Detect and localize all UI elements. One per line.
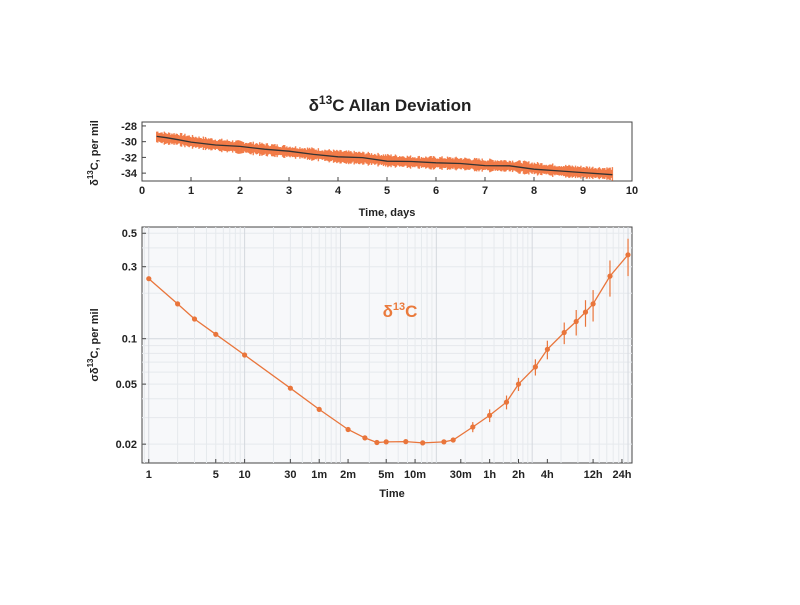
data-point bbox=[191, 316, 198, 322]
series-label-rest: C bbox=[405, 302, 417, 321]
top-x-axis-label: Time, days bbox=[359, 207, 416, 219]
data-point bbox=[213, 331, 219, 337]
data-point bbox=[487, 412, 493, 418]
x-tick-label: 10m bbox=[404, 469, 426, 481]
data-point bbox=[420, 440, 426, 446]
bottom-y-axis-label: σδ13C, per mil bbox=[86, 308, 101, 381]
trend-line bbox=[156, 135, 613, 176]
x-tick-label: 6 bbox=[433, 185, 439, 197]
x-tick-label: 24h bbox=[612, 469, 631, 481]
data-point bbox=[383, 439, 389, 445]
x-tick-label: 4h bbox=[541, 469, 554, 481]
x-tick-label: 5 bbox=[384, 185, 390, 197]
data-point bbox=[590, 301, 596, 307]
data-point bbox=[146, 276, 152, 282]
x-tick-label: 1 bbox=[188, 185, 194, 197]
data-point bbox=[362, 435, 368, 441]
bottom-y-ticks: 0.5 0.3 0.1 0.05 0.02 bbox=[116, 228, 146, 451]
data-point bbox=[345, 426, 351, 433]
title-sup: 13 bbox=[319, 93, 333, 107]
y-tick-label: 0.1 bbox=[122, 334, 137, 346]
series-label-sup: 13 bbox=[393, 301, 405, 313]
y-tick-label: 0.3 bbox=[122, 262, 137, 274]
x-tick-label: 4 bbox=[335, 185, 342, 197]
top-y-axis-label: δ13C, per mil bbox=[86, 120, 101, 186]
series-label: δ13C bbox=[383, 301, 418, 321]
bottom-x-axis-label: Time bbox=[379, 488, 404, 500]
top-y-ticks: -28 -30 -32 -34 bbox=[121, 121, 146, 180]
data-point bbox=[561, 329, 567, 336]
y-tick-label: 0.05 bbox=[116, 379, 137, 391]
bottom-x-ticks: 1 5 10 30 1m 2m 5m 10m 30m 1h 2h 4h 12h 24h bbox=[146, 459, 632, 481]
bottom-grid bbox=[142, 227, 632, 463]
data-point bbox=[532, 364, 539, 370]
bottom-chart: 1 5 10 30 1m 2m 5m 10m 30m 1h 2h 4h 12h 24h 0.5 0.3 0.1… bbox=[86, 226, 633, 500]
data-point bbox=[242, 352, 248, 358]
y-tick-label: -34 bbox=[121, 168, 138, 180]
y-tick-label: -30 bbox=[121, 137, 137, 149]
x-tick-label: 2h bbox=[512, 469, 525, 481]
x-tick-label: 0 bbox=[139, 185, 145, 197]
x-tick-label: 5 bbox=[213, 469, 219, 481]
data-point bbox=[316, 406, 322, 412]
y-tick-label: 0.5 bbox=[122, 228, 137, 240]
x-tick-label: 1 bbox=[146, 469, 152, 481]
top-chart: δ13C Allan Deviation 0 1 2 3 4 5 6 7 8 9 10 -28-30… bbox=[86, 93, 638, 219]
x-tick-label: 30m bbox=[450, 469, 472, 481]
data-point bbox=[374, 439, 380, 446]
data-point bbox=[515, 381, 522, 387]
x-tick-label: 30 bbox=[284, 469, 296, 481]
data-point bbox=[607, 273, 613, 279]
data-point bbox=[287, 385, 293, 391]
x-tick-label: 8 bbox=[531, 185, 537, 197]
top-chart-title: δ13C Allan Deviation bbox=[309, 93, 472, 115]
y-tick-label: 0.02 bbox=[116, 439, 137, 451]
x-tick-label: 2 bbox=[237, 185, 243, 197]
data-point bbox=[175, 301, 181, 307]
y-tick-label: -32 bbox=[121, 152, 137, 164]
top-ylabel-sup: 13 bbox=[86, 170, 95, 179]
x-tick-label: 10 bbox=[238, 469, 250, 481]
top-x-ticks: 0 1 2 3 4 5 6 7 8 9 10 bbox=[139, 177, 638, 197]
x-tick-label: 7 bbox=[482, 185, 488, 197]
data-point bbox=[441, 439, 447, 445]
x-tick-label: 9 bbox=[580, 185, 586, 197]
data-point bbox=[573, 318, 579, 325]
top-ylabel-base: δ bbox=[89, 179, 101, 186]
data-point bbox=[544, 346, 551, 352]
x-tick-label: 1h bbox=[483, 469, 496, 481]
x-tick-label: 3 bbox=[286, 185, 292, 197]
title-rest: C Allan Deviation bbox=[332, 96, 471, 115]
data-point bbox=[503, 399, 510, 405]
series-label-base: δ bbox=[383, 302, 393, 321]
title-base: δ bbox=[309, 96, 319, 115]
data-point bbox=[625, 252, 631, 258]
top-ylabel-rest: C, per mil bbox=[89, 120, 101, 170]
top-series-trend bbox=[156, 135, 613, 176]
bottom-series-points bbox=[146, 252, 631, 446]
bottom-ylabel-sup: 13 bbox=[86, 358, 95, 367]
x-tick-label: 5m bbox=[378, 469, 394, 481]
x-tick-label: 1m bbox=[311, 469, 327, 481]
x-tick-label: 2m bbox=[340, 469, 356, 481]
bottom-ylabel-rest: C, per mil bbox=[89, 308, 101, 358]
data-point bbox=[470, 424, 476, 430]
data-point bbox=[582, 309, 589, 315]
x-tick-label: 10 bbox=[626, 185, 638, 197]
y-tick-label: -28 bbox=[121, 121, 137, 133]
data-point bbox=[403, 439, 409, 445]
bottom-ylabel-base: σδ bbox=[89, 367, 101, 382]
x-tick-label: 12h bbox=[584, 469, 603, 481]
data-point bbox=[450, 437, 456, 443]
